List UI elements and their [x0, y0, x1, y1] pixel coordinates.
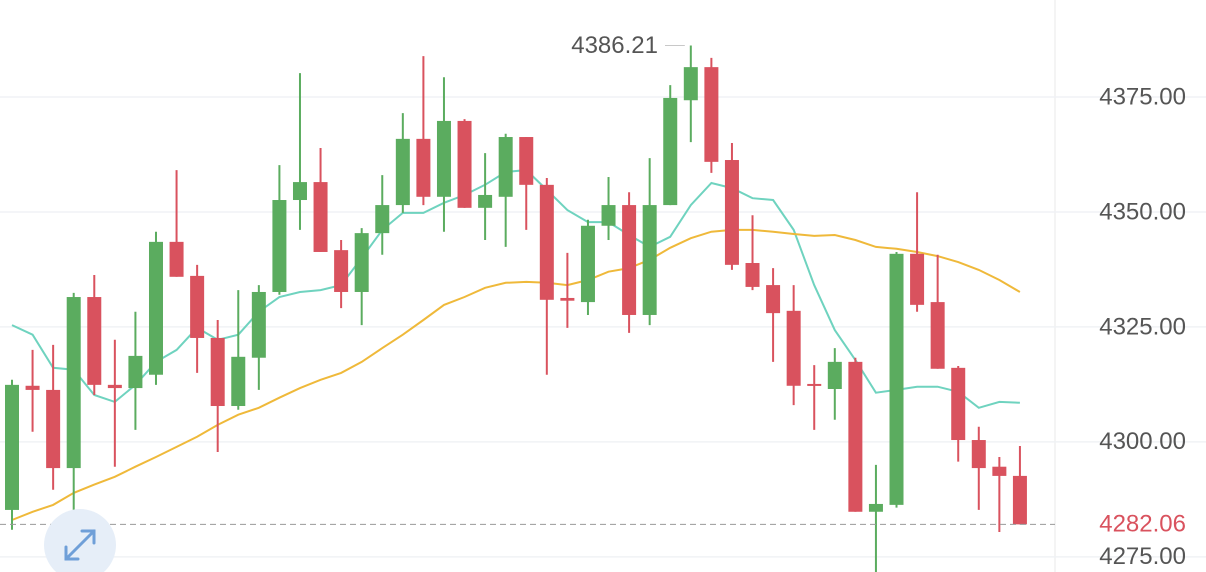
candle-body: [46, 389, 61, 469]
candle-body: [889, 253, 904, 505]
expand-icon[interactable]: [64, 529, 96, 561]
candle-body: [478, 194, 493, 208]
y-tick-label: 4300.00: [1099, 428, 1186, 455]
candle-body: [642, 205, 657, 315]
candles: [5, 45, 1027, 572]
candle-body: [395, 138, 410, 206]
candle-body: [848, 361, 863, 512]
candle-body: [148, 241, 163, 375]
candle-body: [786, 310, 801, 386]
candle-body: [683, 67, 698, 101]
candle-body: [5, 384, 19, 510]
candle-body: [1012, 475, 1027, 525]
expand-bg[interactable]: [44, 509, 116, 572]
ma-line: [11, 169, 1020, 409]
candle-body: [745, 263, 760, 287]
candle-body: [580, 225, 595, 303]
candle-body: [251, 291, 266, 358]
candle-body: [992, 466, 1007, 476]
candle-body: [210, 337, 225, 407]
candle-body: [622, 205, 637, 315]
candle-body: [334, 250, 349, 292]
y-tick-label: 4375.00: [1099, 83, 1186, 110]
y-tick-label: 4325.00: [1099, 313, 1186, 340]
last-price-label: 4282.06: [1099, 511, 1186, 538]
candle-body: [87, 297, 102, 385]
y-tick-label: 4350.00: [1099, 198, 1186, 225]
candle-body: [231, 356, 246, 407]
candle-body: [704, 67, 719, 162]
last-price-bg: [1062, 508, 1206, 541]
candle-body: [416, 138, 431, 197]
candle-body: [951, 367, 966, 441]
candle-body: [292, 182, 307, 201]
candle-body: [66, 297, 81, 469]
candle-body: [663, 97, 678, 206]
candle-body: [930, 302, 945, 369]
candle-body: [375, 205, 390, 234]
ma-lines: [11, 169, 1021, 521]
candle-body: [128, 355, 143, 389]
candle-body: [868, 503, 883, 512]
candle-body: [827, 361, 842, 389]
candle-body: [169, 241, 184, 277]
candle-body: [313, 182, 328, 252]
candle-body: [25, 385, 40, 390]
candle-body: [971, 440, 986, 469]
expand-button[interactable]: [44, 509, 116, 572]
candle-body: [354, 233, 369, 292]
y-tick-label: 4275.00: [1099, 543, 1186, 570]
candle-body: [519, 137, 534, 185]
candle-body: [724, 160, 739, 265]
candle-body: [807, 383, 822, 386]
ma-line: [11, 228, 1021, 521]
candle-body: [436, 120, 451, 197]
candle-body: [560, 297, 575, 301]
candle-body: [457, 120, 472, 208]
candle-body: [272, 200, 287, 292]
candle-body: [190, 275, 205, 338]
candle-body: [766, 285, 781, 314]
candle-body: [910, 253, 925, 305]
candle-body: [539, 184, 554, 300]
candle-body: [107, 384, 122, 389]
candle-body: [498, 137, 513, 197]
labels: 4275.00 4300.00 4325.00 4350.00 4375.00 4386.…: [0, 32, 1206, 570]
max-high-label: 4386.21: [571, 32, 658, 59]
candle-body: [601, 205, 616, 226]
